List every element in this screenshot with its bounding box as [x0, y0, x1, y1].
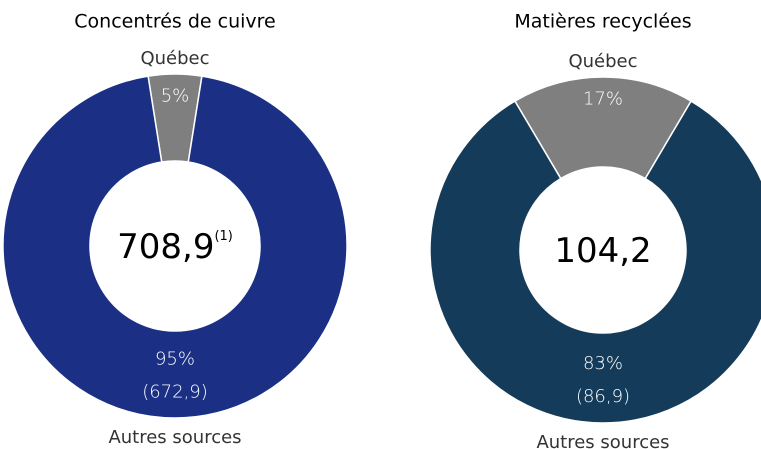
center-label: 708,9(1)	[117, 227, 233, 267]
slice	[513, 76, 693, 180]
amount-label: (86,9)	[576, 386, 630, 407]
center-value: 708,9	[117, 227, 214, 267]
category-label: Québec	[140, 48, 209, 69]
value-label: 95%	[155, 349, 195, 370]
category-label: Autres sources	[536, 432, 669, 449]
slice	[2, 75, 348, 419]
category-label: Autres sources	[108, 427, 241, 448]
value-label: 5%	[161, 85, 190, 106]
slice	[429, 100, 761, 424]
value-label: 83%	[583, 353, 623, 374]
value-label: 17%	[583, 88, 623, 109]
category-label: Québec	[568, 51, 637, 72]
center-note: (1)	[214, 229, 232, 244]
center-value: 104,2	[554, 231, 651, 271]
center-label: 104,2	[554, 231, 651, 271]
chart-title: Matières recyclées	[514, 11, 691, 33]
chart-title: Concentrés de cuivre	[74, 11, 275, 33]
amount-label: (672,9)	[142, 382, 208, 403]
